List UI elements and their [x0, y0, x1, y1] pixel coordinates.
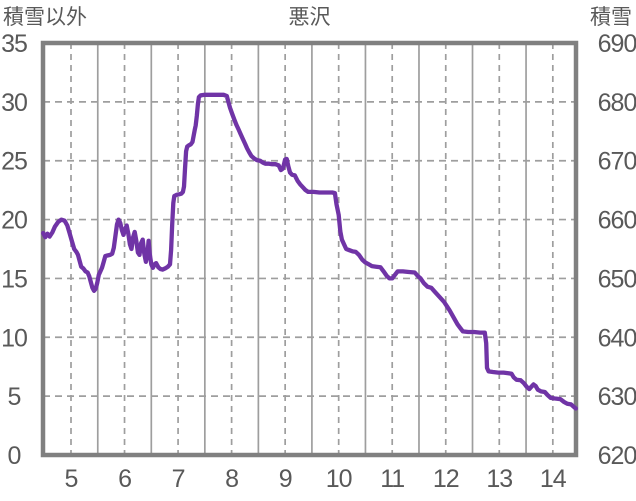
- y-axis-right-tick-label: 660: [598, 207, 636, 235]
- y-axis-left-tick-label: 20: [1, 207, 27, 235]
- y-axis-right-tick-label: 670: [598, 148, 636, 176]
- y-axis-right-tick-label: 640: [598, 324, 636, 352]
- y-axis-right-tick-label: 620: [598, 442, 636, 470]
- x-axis-tick-label: 10: [326, 465, 352, 493]
- x-axis-tick-label: 7: [172, 465, 185, 493]
- y-axis-left-tick-label: 30: [1, 89, 27, 117]
- x-axis-tick-label: 14: [540, 465, 567, 493]
- x-axis-tick-label: 11: [380, 465, 404, 493]
- y-axis-left-tick-label: 15: [1, 265, 27, 293]
- chart-title: 悪沢: [288, 6, 331, 29]
- y-axis-left-tick-label: 35: [1, 30, 27, 58]
- x-axis-tick-label: 5: [65, 465, 78, 493]
- left-axis-title: 積雪以外: [3, 6, 87, 29]
- x-axis-tick-label: 9: [279, 465, 292, 493]
- plot-border: [40, 40, 579, 458]
- x-axis-tick-label: 12: [433, 465, 459, 493]
- x-axis-tick-label: 13: [486, 465, 512, 493]
- y-axis-right-tick-label: 650: [598, 265, 636, 293]
- data-line: [41, 92, 578, 411]
- y-axis-left-tick-label: 5: [8, 383, 21, 411]
- x-axis-tick-label: 6: [118, 465, 131, 493]
- right-axis-title: 積雪: [590, 6, 632, 29]
- y-axis-left-tick-label: 10: [1, 324, 27, 352]
- y-axis-left-tick-label: 0: [8, 442, 21, 470]
- y-axis-right-tick-label: 690: [598, 30, 636, 58]
- x-axis-tick-label: 8: [225, 465, 238, 493]
- y-axis-left-tick-label: 25: [1, 148, 27, 176]
- y-axis-right-tick-label: 680: [598, 89, 636, 117]
- y-axis-right-tick-label: 630: [598, 383, 636, 411]
